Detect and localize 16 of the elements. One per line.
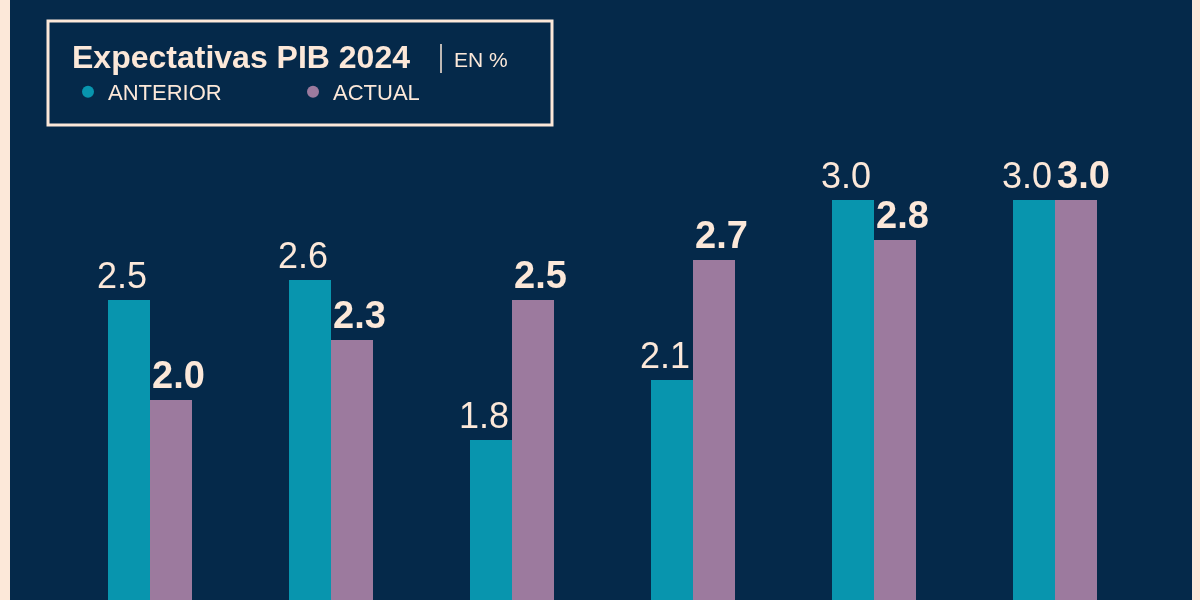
data-label: 2.5 [514, 254, 567, 296]
text: Expectativas PIB 2024 [72, 39, 411, 75]
data-label: 2.3 [333, 294, 386, 336]
data-label: 3.0 [821, 155, 872, 196]
data-label: 3.0 [1057, 154, 1110, 196]
data-label: 2.8 [876, 194, 929, 236]
data-label: 1.8 [459, 395, 510, 436]
data-label: 2.7 [695, 214, 748, 256]
legend-label: ANTERIOR [108, 80, 222, 106]
data-label: 2.6 [278, 235, 329, 276]
text: EN % [454, 48, 508, 71]
legend-label: ACTUAL [333, 80, 420, 106]
data-label: 3.0 [1002, 155, 1053, 196]
data-label: 2.0 [152, 354, 205, 396]
data-label: 2.5 [97, 255, 148, 296]
data-label: 2.1 [640, 335, 691, 376]
